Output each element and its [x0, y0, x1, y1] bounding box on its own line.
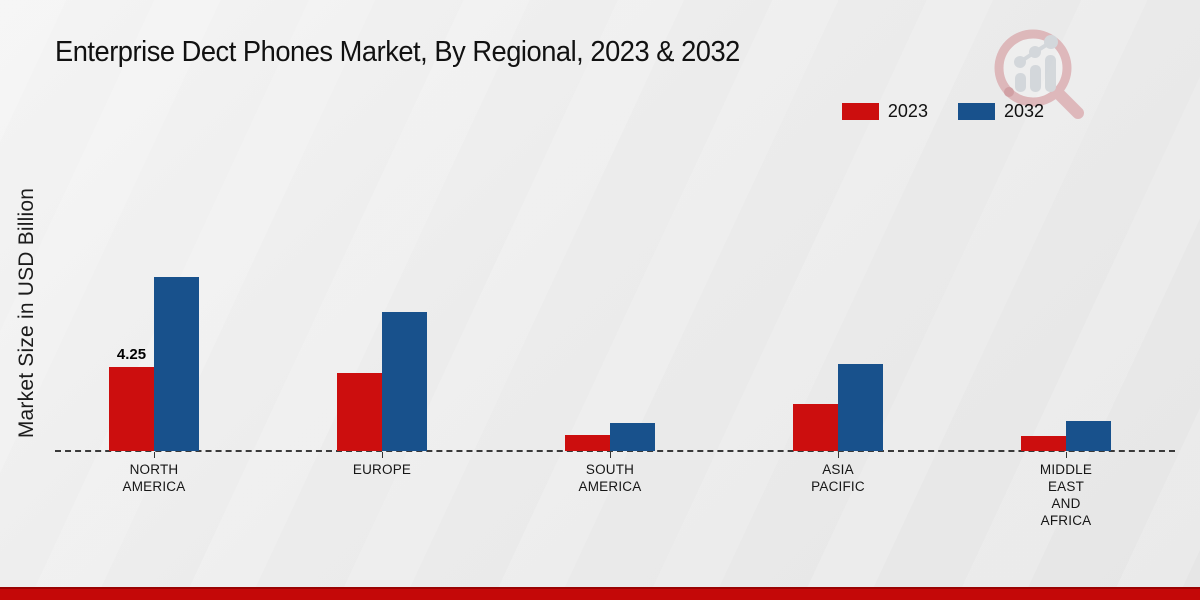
bar-2032-region-4	[1066, 421, 1111, 451]
category-label: MIDDLE EAST AND AFRICA	[1039, 462, 1093, 528]
category-label: ASIA PACIFIC	[811, 462, 865, 494]
legend-label-2023: 2023	[887, 101, 928, 121]
axis-tick	[154, 452, 155, 458]
chart-title: Enterprise Dect Phones Market, By Region…	[55, 36, 740, 68]
legend-item-2032: 2032	[957, 101, 1044, 122]
legend-swatch-2032	[957, 103, 995, 120]
footer-stripe	[0, 587, 1200, 600]
bar-2023-region-4	[1021, 436, 1066, 451]
bar-2032-region-0	[154, 276, 199, 451]
category-label: NORTH AMERICA	[122, 462, 186, 494]
axis-tick	[838, 452, 839, 458]
bar-2023-region-1	[337, 372, 382, 451]
axis-tick	[382, 452, 383, 458]
axis-tick	[1066, 452, 1067, 458]
category-label: SOUTH AMERICA	[578, 462, 642, 494]
bar-2032-region-3	[838, 363, 883, 451]
legend-item-2023: 2023	[841, 101, 928, 122]
bar-value-label: 4.25	[116, 345, 147, 363]
bar-2032-region-1	[382, 312, 427, 451]
x-axis-baseline	[55, 450, 1175, 452]
bar-2023-region-0	[109, 366, 154, 451]
bar-2032-region-2	[610, 423, 655, 451]
legend-swatch-2023	[841, 103, 879, 120]
magnifier-bar-chart-logo-icon	[994, 29, 1084, 119]
legend: 2023 2032	[841, 101, 1044, 122]
axis-tick	[610, 452, 611, 458]
bar-2023-region-2	[565, 435, 610, 451]
legend-label-2032: 2032	[1003, 101, 1044, 121]
y-axis-label: Market Size in USD Billion	[15, 187, 38, 439]
bar-2023-region-3	[793, 403, 838, 451]
category-label: EUROPE	[352, 462, 412, 477]
